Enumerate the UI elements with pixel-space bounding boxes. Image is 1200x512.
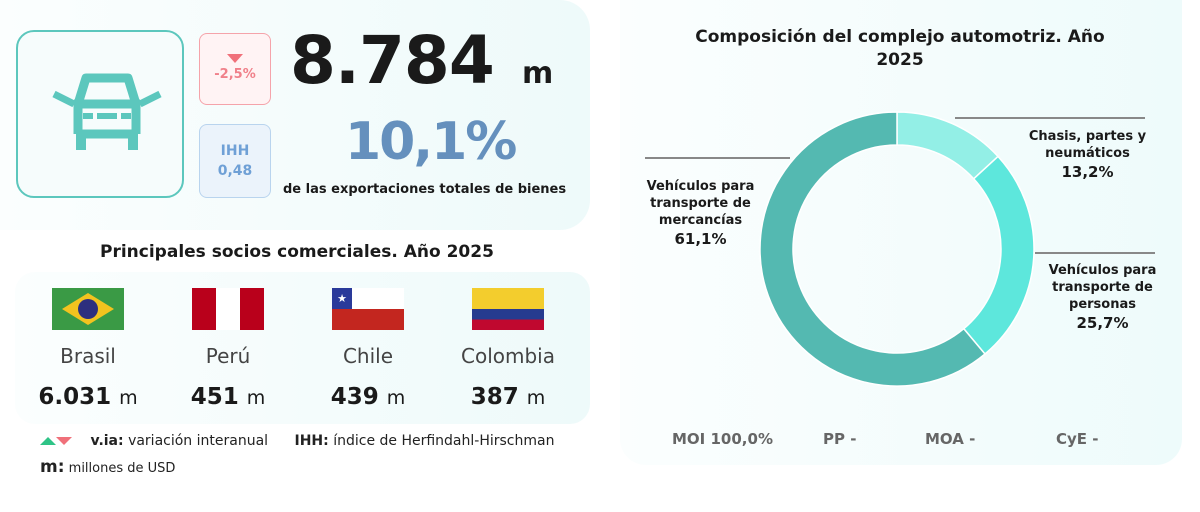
- partner-peru: Perú 451 m: [158, 288, 298, 410]
- label-personas: Vehículos para transporte de personas 25,…: [1040, 262, 1165, 332]
- stat-moi: MOI 100,0%: [672, 430, 773, 448]
- stat-moa: MOA -: [925, 430, 976, 448]
- total-unit: m: [522, 56, 554, 91]
- ihh-value: 0,48: [217, 163, 253, 179]
- variation-badge: -2,5%: [199, 33, 271, 105]
- partner-name: Brasil: [60, 344, 116, 368]
- partner-unit: m: [119, 387, 138, 409]
- legend-via-key: v.ia:: [90, 433, 124, 449]
- leader-line-personas: [1035, 252, 1155, 254]
- car-icon: [52, 73, 162, 150]
- legend-ihh-key: IHH:: [294, 433, 329, 449]
- total-value: 8.784: [290, 22, 495, 99]
- chart-card: [620, 0, 1182, 465]
- slice-value: 61,1%: [674, 230, 727, 248]
- chart-title: Composición del complejo automotriz. Año…: [695, 27, 1105, 70]
- stat-pp: PP -: [823, 430, 857, 448]
- partner-value: 439: [330, 384, 379, 410]
- stat-cye: CyE -: [1056, 430, 1099, 448]
- partner-brasil: Brasil 6.031 m: [18, 288, 158, 410]
- down-arrow-icon: [227, 54, 243, 63]
- partner-unit: m: [526, 387, 546, 409]
- partner-value: 6.031: [38, 384, 112, 410]
- donut-slice-2: [759, 111, 987, 387]
- share-label: de las exportaciones totales de bienes: [283, 182, 567, 197]
- partner-unit: m: [246, 387, 266, 409]
- partner-value: 387: [470, 384, 519, 410]
- brazil-flag-icon: [52, 288, 124, 330]
- slice-label: Chasis, partes y neumáticos: [1028, 129, 1147, 161]
- donut-slice-1: [962, 155, 1035, 356]
- partner-name: Perú: [205, 344, 251, 368]
- partner-colombia: Colombia 387 m: [438, 288, 578, 410]
- chile-flag-icon: ★: [332, 288, 404, 330]
- down-arrow-icon: [56, 437, 72, 445]
- legend-m-key: m:: [40, 457, 65, 477]
- legend-m-text: millones de USD: [68, 461, 176, 476]
- partner-unit: m: [386, 387, 406, 409]
- label-chasis: Chasis, partes y neumáticos 13,2%: [1015, 128, 1160, 181]
- colombia-flag-icon: [472, 288, 544, 330]
- up-arrow-icon: [40, 437, 56, 445]
- partner-chile: ★ Chile 439 m: [298, 288, 438, 410]
- slice-label: Vehículos para transporte de personas: [1048, 263, 1157, 312]
- legend-via-text: variación interanual: [128, 433, 269, 449]
- peru-flag-icon: [192, 288, 264, 330]
- legend: v.ia: variación interanual IHH: índice d…: [40, 433, 554, 477]
- partner-name: Chile: [342, 344, 394, 368]
- share-value: 10,1%: [345, 112, 517, 172]
- legend-ihh-text: índice de Herfindahl-Hirschman: [333, 433, 555, 449]
- donut-slice-0: [896, 111, 1000, 180]
- partners-title: Principales socios comerciales. Año 2025: [100, 242, 494, 262]
- ihh-badge: IHH 0,48: [199, 124, 271, 198]
- slice-label: Vehículos para transporte de mercancías: [646, 179, 755, 228]
- slice-value: 13,2%: [1061, 163, 1114, 181]
- partner-value: 451: [190, 384, 239, 410]
- leader-line-mercancias: [645, 157, 790, 159]
- partner-name: Colombia: [461, 344, 555, 368]
- leader-line-chasis: [955, 117, 1145, 119]
- ihh-label: IHH: [220, 143, 250, 159]
- slice-value: 25,7%: [1076, 314, 1129, 332]
- car-icon-box: [16, 30, 184, 198]
- variation-value: -2,5%: [214, 67, 256, 82]
- label-mercancias: Vehículos para transporte de mercancías 6…: [638, 178, 763, 248]
